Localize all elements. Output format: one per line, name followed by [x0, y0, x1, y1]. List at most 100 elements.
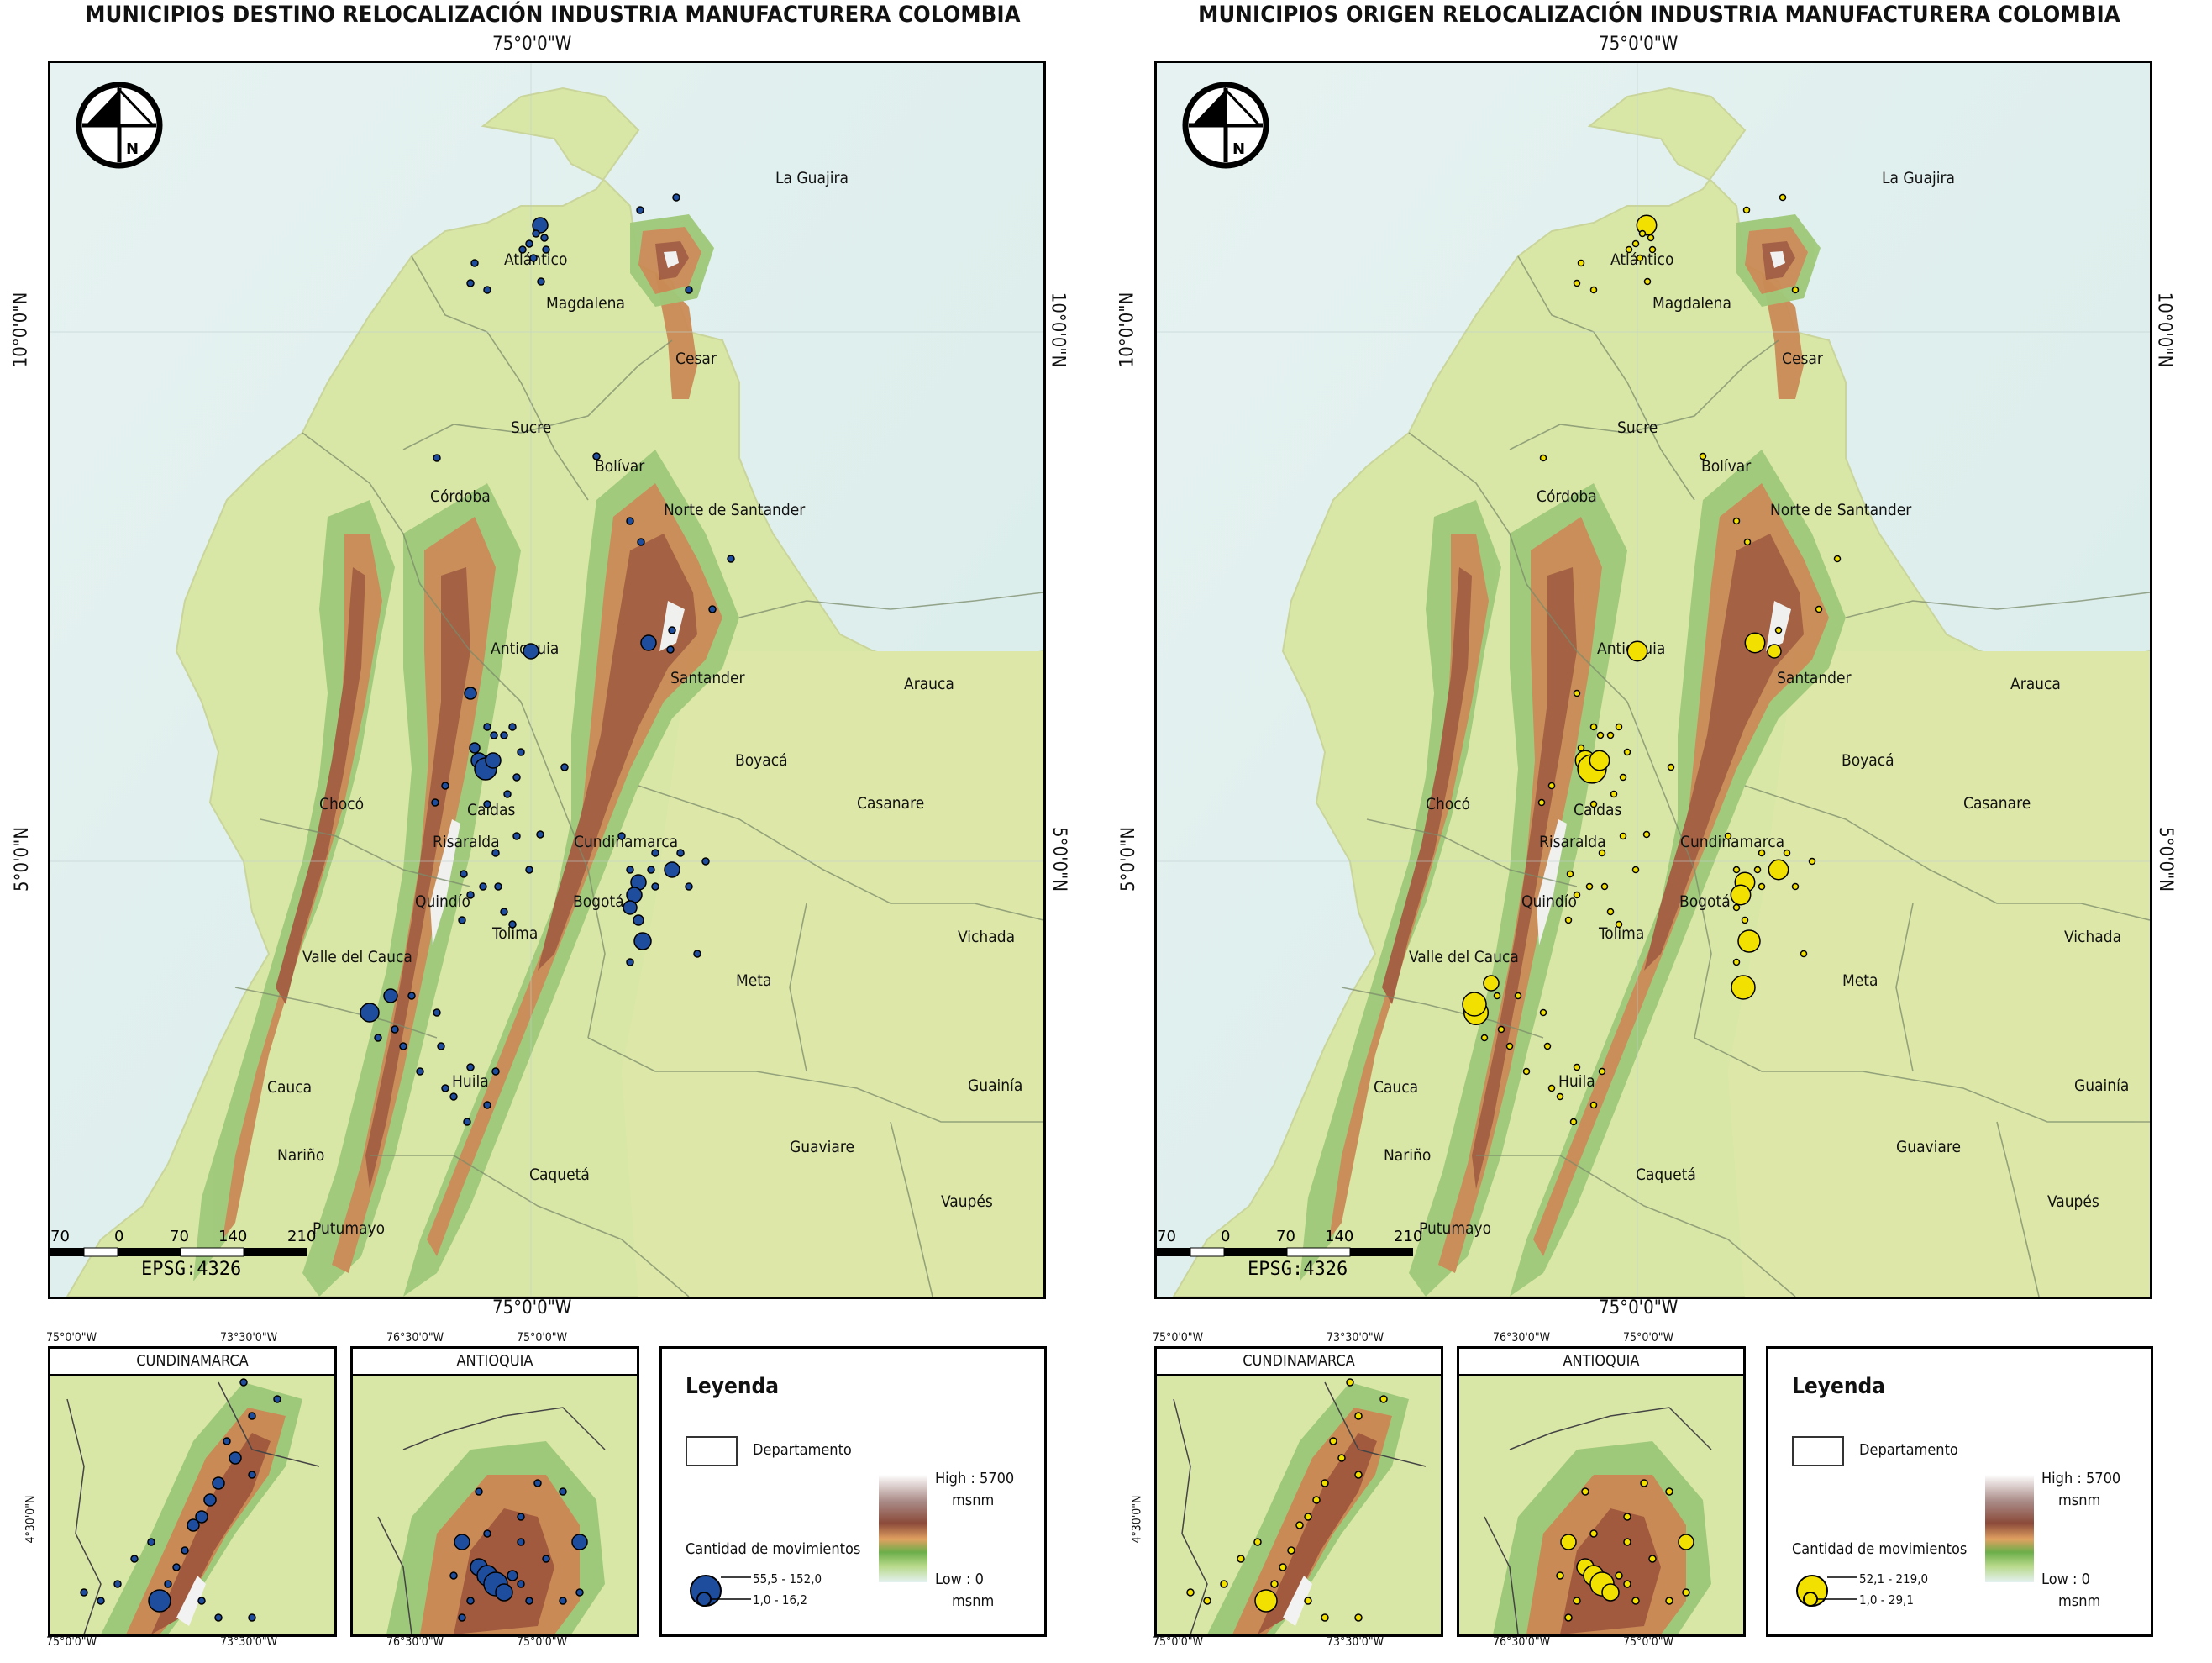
- municipality-marker[interactable]: [1753, 866, 1762, 874]
- municipality-marker[interactable]: [1791, 882, 1800, 891]
- municipality-marker[interactable]: [1640, 1479, 1648, 1487]
- municipality-marker[interactable]: [383, 988, 398, 1003]
- municipality-marker[interactable]: [1626, 640, 1648, 662]
- municipality-marker[interactable]: [273, 1395, 281, 1403]
- municipality-marker[interactable]: [1566, 870, 1574, 878]
- municipality-marker[interactable]: [1643, 277, 1652, 286]
- municipality-marker[interactable]: [80, 1588, 88, 1597]
- municipality-marker[interactable]: [685, 882, 693, 891]
- municipality-marker[interactable]: [1744, 632, 1766, 654]
- municipality-marker[interactable]: [1724, 832, 1732, 840]
- municipality-marker[interactable]: [500, 908, 508, 916]
- municipality-marker[interactable]: [181, 1546, 189, 1555]
- municipality-marker[interactable]: [1379, 1395, 1388, 1403]
- municipality-marker[interactable]: [437, 1042, 445, 1050]
- municipality-marker[interactable]: [1573, 1597, 1581, 1605]
- municipality-marker[interactable]: [1665, 1597, 1673, 1605]
- municipality-marker[interactable]: [449, 1092, 458, 1101]
- municipality-marker[interactable]: [1581, 1487, 1589, 1496]
- municipality-marker[interactable]: [483, 723, 491, 731]
- municipality-marker[interactable]: [1589, 750, 1610, 771]
- municipality-marker[interactable]: [685, 286, 693, 294]
- municipality-marker[interactable]: [666, 645, 675, 654]
- municipality-marker[interactable]: [490, 731, 498, 739]
- inset-cundinamarca[interactable]: CUNDINAMARCA: [1154, 1346, 1443, 1637]
- municipality-marker[interactable]: [1758, 882, 1766, 891]
- municipality-marker[interactable]: [1601, 1583, 1620, 1602]
- municipality-marker[interactable]: [1346, 1378, 1354, 1387]
- municipality-marker[interactable]: [1354, 1613, 1363, 1622]
- municipality-marker[interactable]: [1254, 1589, 1278, 1613]
- municipality-marker[interactable]: [560, 763, 569, 771]
- municipality-marker[interactable]: [1560, 1534, 1577, 1550]
- municipality-marker[interactable]: [130, 1555, 139, 1563]
- municipality-marker[interactable]: [454, 1534, 470, 1550]
- municipality-marker[interactable]: [1543, 1042, 1552, 1050]
- municipality-marker[interactable]: [517, 1513, 525, 1521]
- municipality-marker[interactable]: [1203, 1597, 1211, 1605]
- municipality-marker[interactable]: [1833, 555, 1842, 563]
- municipality-marker[interactable]: [701, 857, 710, 866]
- municipality-marker[interactable]: [1615, 1571, 1623, 1580]
- municipality-marker[interactable]: [1665, 1487, 1673, 1496]
- municipality-marker[interactable]: [433, 454, 441, 462]
- municipality-marker[interactable]: [1279, 1563, 1287, 1571]
- municipality-marker[interactable]: [1768, 859, 1789, 881]
- municipality-marker[interactable]: [525, 1597, 533, 1605]
- municipality-marker[interactable]: [1606, 731, 1615, 739]
- municipality-marker[interactable]: [1483, 975, 1500, 992]
- municipality-marker[interactable]: [1631, 239, 1640, 248]
- municipality-marker[interactable]: [1577, 259, 1585, 267]
- municipality-marker[interactable]: [668, 626, 676, 634]
- municipality-marker[interactable]: [1779, 193, 1787, 202]
- municipality-marker[interactable]: [503, 790, 512, 798]
- municipality-marker[interactable]: [626, 866, 634, 874]
- municipality-marker[interactable]: [1186, 1588, 1195, 1597]
- municipality-marker[interactable]: [1758, 849, 1766, 857]
- municipality-marker[interactable]: [1636, 254, 1644, 262]
- municipality-marker[interactable]: [532, 217, 549, 234]
- municipality-marker[interactable]: [542, 245, 550, 254]
- municipality-marker[interactable]: [637, 538, 645, 546]
- municipality-marker[interactable]: [1321, 1479, 1329, 1487]
- municipality-marker[interactable]: [1547, 1084, 1556, 1092]
- municipality-marker[interactable]: [1615, 723, 1623, 731]
- municipality-marker[interactable]: [1623, 1580, 1631, 1588]
- municipality-marker[interactable]: [485, 752, 502, 769]
- municipality-marker[interactable]: [1547, 782, 1556, 790]
- municipality-marker[interactable]: [1539, 454, 1547, 462]
- municipality-marker[interactable]: [1647, 234, 1655, 242]
- municipality-marker[interactable]: [636, 206, 644, 214]
- municipality-marker[interactable]: [1606, 908, 1615, 916]
- municipality-marker[interactable]: [1767, 644, 1782, 659]
- municipality-marker[interactable]: [1678, 1534, 1694, 1550]
- inset-antioquia[interactable]: ANTIOQUIA: [350, 1346, 639, 1637]
- municipality-marker[interactable]: [1732, 866, 1741, 874]
- municipality-marker[interactable]: [693, 950, 701, 958]
- municipality-marker[interactable]: [1220, 1580, 1228, 1588]
- municipality-marker[interactable]: [494, 882, 502, 891]
- municipality-marker[interactable]: [533, 1479, 542, 1487]
- municipality-marker[interactable]: [1537, 798, 1546, 807]
- municipality-marker[interactable]: [475, 1487, 483, 1496]
- municipality-marker[interactable]: [664, 861, 680, 878]
- municipality-marker[interactable]: [223, 1437, 231, 1445]
- municipality-marker[interactable]: [203, 1493, 217, 1507]
- municipality-marker[interactable]: [391, 1025, 399, 1034]
- municipality-marker[interactable]: [571, 1534, 588, 1550]
- municipality-marker[interactable]: [1598, 1067, 1606, 1076]
- municipality-marker[interactable]: [97, 1597, 105, 1605]
- municipality-marker[interactable]: [1312, 1496, 1321, 1504]
- municipality-marker[interactable]: [460, 870, 468, 878]
- municipality-marker[interactable]: [512, 773, 521, 782]
- municipality-marker[interactable]: [1514, 992, 1522, 1000]
- municipality-marker[interactable]: [559, 1487, 567, 1496]
- municipality-marker[interactable]: [1493, 992, 1501, 1000]
- municipality-marker[interactable]: [1648, 1555, 1657, 1563]
- municipality-marker[interactable]: [248, 1471, 256, 1479]
- municipality-marker[interactable]: [407, 992, 416, 1000]
- municipality-marker[interactable]: [517, 1580, 525, 1588]
- municipality-marker[interactable]: [463, 1118, 471, 1126]
- municipality-marker[interactable]: [164, 1580, 172, 1588]
- municipality-marker[interactable]: [495, 1583, 513, 1602]
